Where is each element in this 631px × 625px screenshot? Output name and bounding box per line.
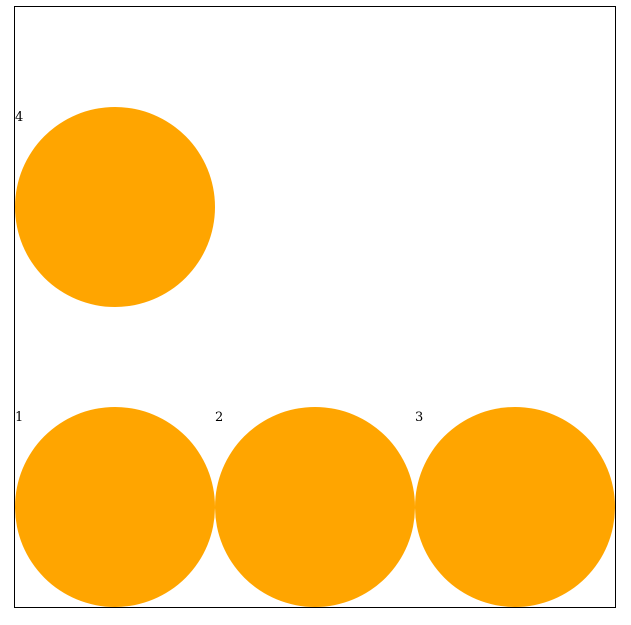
circle-3 [415, 407, 615, 607]
drawing-canvas: 4 1 2 3 [14, 6, 616, 608]
circle-1 [15, 407, 215, 607]
circle-label-2: 2 [215, 410, 224, 425]
circle-4 [15, 107, 215, 307]
circle-2 [215, 407, 415, 607]
circle-label-4: 4 [15, 110, 24, 125]
circle-label-1: 1 [15, 410, 24, 425]
circle-label-3: 3 [415, 410, 424, 425]
